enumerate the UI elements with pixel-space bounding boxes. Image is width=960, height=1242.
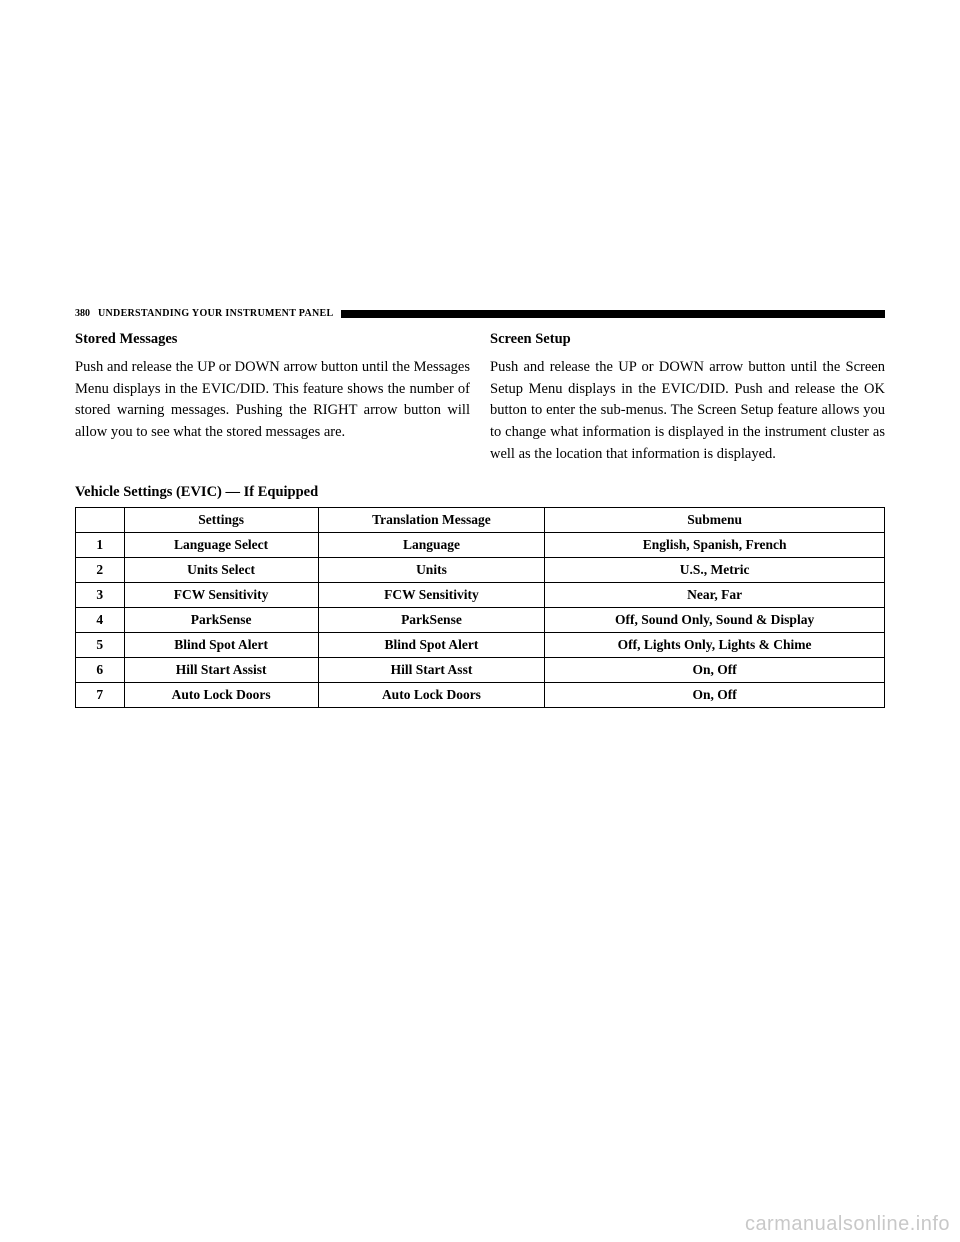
settings-table: Settings Translation Message Submenu 1 L… xyxy=(75,507,885,708)
page-content: 380 UNDERSTANDING YOUR INSTRUMENT PANEL … xyxy=(75,308,885,708)
cell: 7 xyxy=(76,682,125,707)
table-row: 5 Blind Spot Alert Blind Spot Alert Off,… xyxy=(76,632,885,657)
cell: Off, Sound Only, Sound & Display xyxy=(545,607,885,632)
th-submenu: Submenu xyxy=(545,507,885,532)
cell: Near, Far xyxy=(545,582,885,607)
cell: ParkSense xyxy=(124,607,318,632)
left-column: Stored Messages Push and release the UP … xyxy=(75,329,470,466)
table-row: 6 Hill Start Assist Hill Start Asst On, … xyxy=(76,657,885,682)
cell: Hill Start Asst xyxy=(318,657,545,682)
cell: Auto Lock Doors xyxy=(124,682,318,707)
th-blank xyxy=(76,507,125,532)
cell: Blind Spot Alert xyxy=(318,632,545,657)
right-heading: Screen Setup xyxy=(490,329,885,351)
right-column: Screen Setup Push and release the UP or … xyxy=(490,329,885,466)
cell: Hill Start Assist xyxy=(124,657,318,682)
cell: ParkSense xyxy=(318,607,545,632)
cell: 2 xyxy=(76,557,125,582)
header-title: UNDERSTANDING YOUR INSTRUMENT PANEL xyxy=(98,308,333,319)
right-paragraph: Push and release the UP or DOWN arrow bu… xyxy=(490,357,885,466)
cell: 3 xyxy=(76,582,125,607)
cell: FCW Sensitivity xyxy=(124,582,318,607)
cell: 6 xyxy=(76,657,125,682)
cell: 4 xyxy=(76,607,125,632)
table-row: 3 FCW Sensitivity FCW Sensitivity Near, … xyxy=(76,582,885,607)
cell: Off, Lights Only, Lights & Chime xyxy=(545,632,885,657)
cell: Language xyxy=(318,532,545,557)
cell: Units xyxy=(318,557,545,582)
page-header: 380 UNDERSTANDING YOUR INSTRUMENT PANEL xyxy=(75,308,885,319)
cell: Units Select xyxy=(124,557,318,582)
cell: On, Off xyxy=(545,682,885,707)
table-body: 1 Language Select Language English, Span… xyxy=(76,532,885,707)
cell: Auto Lock Doors xyxy=(318,682,545,707)
cell: FCW Sensitivity xyxy=(318,582,545,607)
table-title: Vehicle Settings (EVIC) — If Equipped xyxy=(75,484,885,501)
cell: U.S., Metric xyxy=(545,557,885,582)
cell: 1 xyxy=(76,532,125,557)
two-column-text: Stored Messages Push and release the UP … xyxy=(75,329,885,466)
table-header-row: Settings Translation Message Submenu xyxy=(76,507,885,532)
cell: English, Spanish, French xyxy=(545,532,885,557)
page-number: 380 xyxy=(75,308,90,319)
left-heading: Stored Messages xyxy=(75,329,470,351)
cell: Blind Spot Alert xyxy=(124,632,318,657)
cell: On, Off xyxy=(545,657,885,682)
th-settings: Settings xyxy=(124,507,318,532)
table-row: 4 ParkSense ParkSense Off, Sound Only, S… xyxy=(76,607,885,632)
left-paragraph: Push and release the UP or DOWN arrow bu… xyxy=(75,357,470,444)
th-translation: Translation Message xyxy=(318,507,545,532)
cell: Language Select xyxy=(124,532,318,557)
table-row: 7 Auto Lock Doors Auto Lock Doors On, Of… xyxy=(76,682,885,707)
table-row: 2 Units Select Units U.S., Metric xyxy=(76,557,885,582)
cell: 5 xyxy=(76,632,125,657)
table-row: 1 Language Select Language English, Span… xyxy=(76,532,885,557)
watermark: carmanualsonline.info xyxy=(745,1213,950,1236)
header-bar xyxy=(341,310,885,318)
